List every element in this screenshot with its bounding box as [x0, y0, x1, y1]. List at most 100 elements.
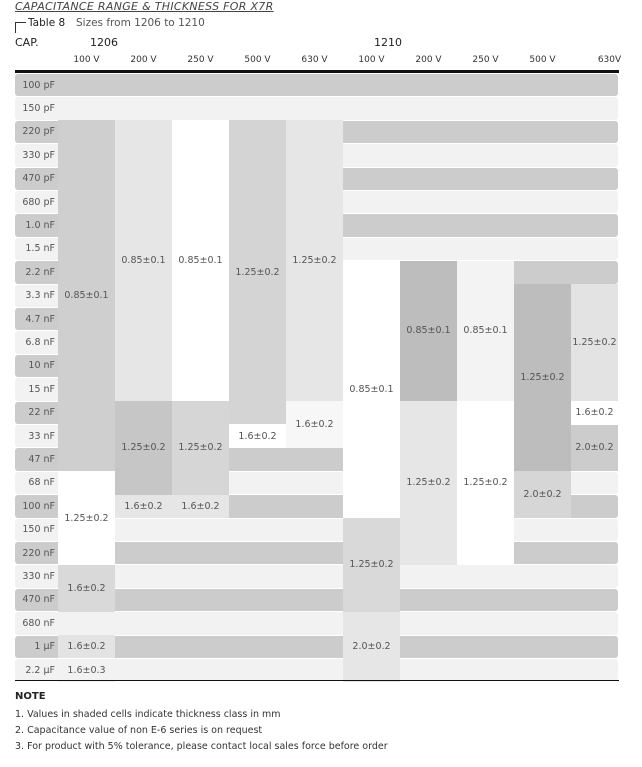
cap-label: 680 nF — [22, 617, 55, 629]
thickness-cell: 1.25±0.2 — [172, 401, 229, 495]
note-heading: NOTE — [15, 691, 46, 702]
cap-label: 220 pF — [22, 126, 55, 138]
thickness-value: 1.25±0.2 — [178, 442, 223, 454]
cap-label: 680 pF — [22, 196, 55, 208]
table-row — [15, 588, 618, 612]
note-item: 2. Capacitance value of non E-6 series i… — [15, 725, 263, 736]
thickness-value: 1.6±0.2 — [238, 430, 277, 442]
thickness-value: 1.25±0.2 — [64, 512, 109, 524]
thickness-cell: 1.6±0.2 — [58, 564, 115, 612]
table-row — [15, 74, 618, 97]
cap-label: 15 nF — [28, 383, 55, 395]
thickness-value: 2.0±0.2 — [352, 641, 391, 653]
note-item: 3. For product with 5% tolerance, please… — [15, 741, 388, 752]
table-row — [15, 565, 618, 588]
cap-label: 33 nF — [28, 430, 55, 442]
thickness-value: 1.6±0.2 — [181, 500, 220, 512]
thickness-value: 1.25±0.2 — [235, 266, 280, 278]
thickness-cell: 0.85±0.1 — [457, 260, 514, 402]
thickness-cell: 2.0±0.2 — [571, 424, 618, 472]
thickness-value: 1.6±0.2 — [67, 582, 106, 594]
thickness-value: 1.6±0.2 — [295, 418, 334, 430]
thickness-cell: 0.85±0.1 — [172, 120, 229, 402]
thickness-value: 1.25±0.2 — [520, 372, 565, 384]
thickness-cell: 1.25±0.2 — [400, 401, 457, 565]
thickness-cell: 1.6±0.2 — [229, 424, 286, 448]
voltage-header: 200 V — [130, 55, 157, 65]
cap-label: 220 nF — [22, 547, 55, 559]
voltage-header: 100 V — [358, 55, 385, 65]
thickness-cell: 1.25±0.2 — [514, 284, 571, 472]
cap-label: 330 nF — [22, 571, 55, 583]
thickness-cell: 2.0±0.2 — [343, 611, 400, 682]
thickness-value: 1.25±0.2 — [572, 337, 617, 349]
thickness-value: 0.85±0.1 — [121, 255, 166, 267]
thickness-value: 1.25±0.2 — [406, 477, 451, 489]
thickness-cell: 0.85±0.1 — [115, 120, 172, 402]
thickness-value: 0.85±0.1 — [463, 325, 508, 337]
cap-label: 150 pF — [22, 103, 55, 115]
note-item: 1. Values in shaded cells indicate thick… — [15, 709, 281, 720]
thickness-value: 1.25±0.2 — [292, 255, 337, 267]
thickness-value: 0.85±0.1 — [64, 290, 109, 302]
voltage-header: 100 V — [73, 55, 100, 65]
voltage-header: 630V — [597, 55, 622, 65]
thickness-value: 0.85±0.1 — [178, 255, 223, 267]
voltage-header: 630 V — [301, 55, 328, 65]
thickness-cell: 0.85±0.1 — [58, 120, 115, 472]
cap-label: 68 nF — [28, 477, 55, 489]
size-header-1206: 1206 — [90, 36, 118, 49]
thickness-cell: 0.85±0.1 — [343, 260, 400, 519]
table-row — [15, 97, 618, 120]
cap-header: CAP. — [15, 36, 39, 49]
table-subtitle: Sizes from 1206 to 1210 — [76, 17, 205, 29]
thickness-value: 1.25±0.2 — [349, 559, 394, 571]
cap-label: 6.8 nF — [25, 337, 55, 349]
cap-label: 1.5 nF — [25, 243, 55, 255]
voltage-header: 250 V — [472, 55, 499, 65]
cap-label: 4.7 nF — [25, 313, 55, 325]
table-bracket — [15, 22, 26, 33]
thickness-value: 1.6±0.2 — [575, 407, 614, 419]
table-row — [15, 635, 618, 658]
size-header-1210: 1210 — [374, 36, 402, 49]
cap-label: 150 nF — [22, 524, 55, 536]
thickness-cell: 2.0±0.2 — [514, 471, 571, 519]
thickness-cell: 1.25±0.2 — [286, 120, 343, 402]
cap-label: 470 pF — [22, 173, 55, 185]
thickness-cell: 1.6±0.2 — [115, 494, 172, 519]
cap-label: 22 nF — [28, 407, 55, 419]
voltage-header: 500 V — [529, 55, 556, 65]
page-title: CAPACITANCE RANGE & THICKNESS FOR X7R — [15, 0, 274, 13]
header-rule — [15, 70, 619, 73]
thickness-cell: 1.6±0.2 — [286, 401, 343, 448]
thickness-value: 1.6±0.3 — [67, 664, 106, 676]
voltage-header: 500 V — [244, 55, 271, 65]
cap-label: 3.3 nF — [25, 290, 55, 302]
cap-label: 100 nF — [22, 500, 55, 512]
thickness-value: 1.6±0.2 — [124, 500, 163, 512]
voltage-header: 250 V — [187, 55, 214, 65]
thickness-value: 1.6±0.2 — [67, 641, 106, 653]
cap-label: 10 nF — [28, 360, 55, 372]
thickness-value: 2.0±0.2 — [575, 442, 614, 454]
thickness-cell: 1.25±0.2 — [571, 284, 618, 402]
cap-label: 47 nF — [28, 454, 55, 466]
cap-label: 2.2 µF — [25, 664, 55, 676]
thickness-value: 0.85±0.1 — [406, 325, 451, 337]
table-row — [15, 612, 618, 635]
thickness-cell: 0.85±0.1 — [400, 260, 457, 402]
cap-label: 470 nF — [22, 594, 55, 606]
thickness-value: 2.0±0.2 — [523, 489, 562, 501]
footer-rule — [15, 680, 619, 681]
thickness-cell: 1.25±0.2 — [115, 401, 172, 495]
cap-label: 330 pF — [22, 149, 55, 161]
table-row — [15, 659, 618, 682]
thickness-cell: 1.25±0.2 — [457, 401, 514, 565]
thickness-cell: 1.25±0.2 — [343, 518, 400, 612]
cap-label: 2.2 nF — [25, 266, 55, 278]
thickness-value: 0.85±0.1 — [349, 383, 394, 395]
thickness-cell: 1.6±0.3 — [58, 658, 115, 682]
thickness-cell: 1.25±0.2 — [58, 471, 115, 565]
thickness-value: 1.25±0.2 — [463, 477, 508, 489]
